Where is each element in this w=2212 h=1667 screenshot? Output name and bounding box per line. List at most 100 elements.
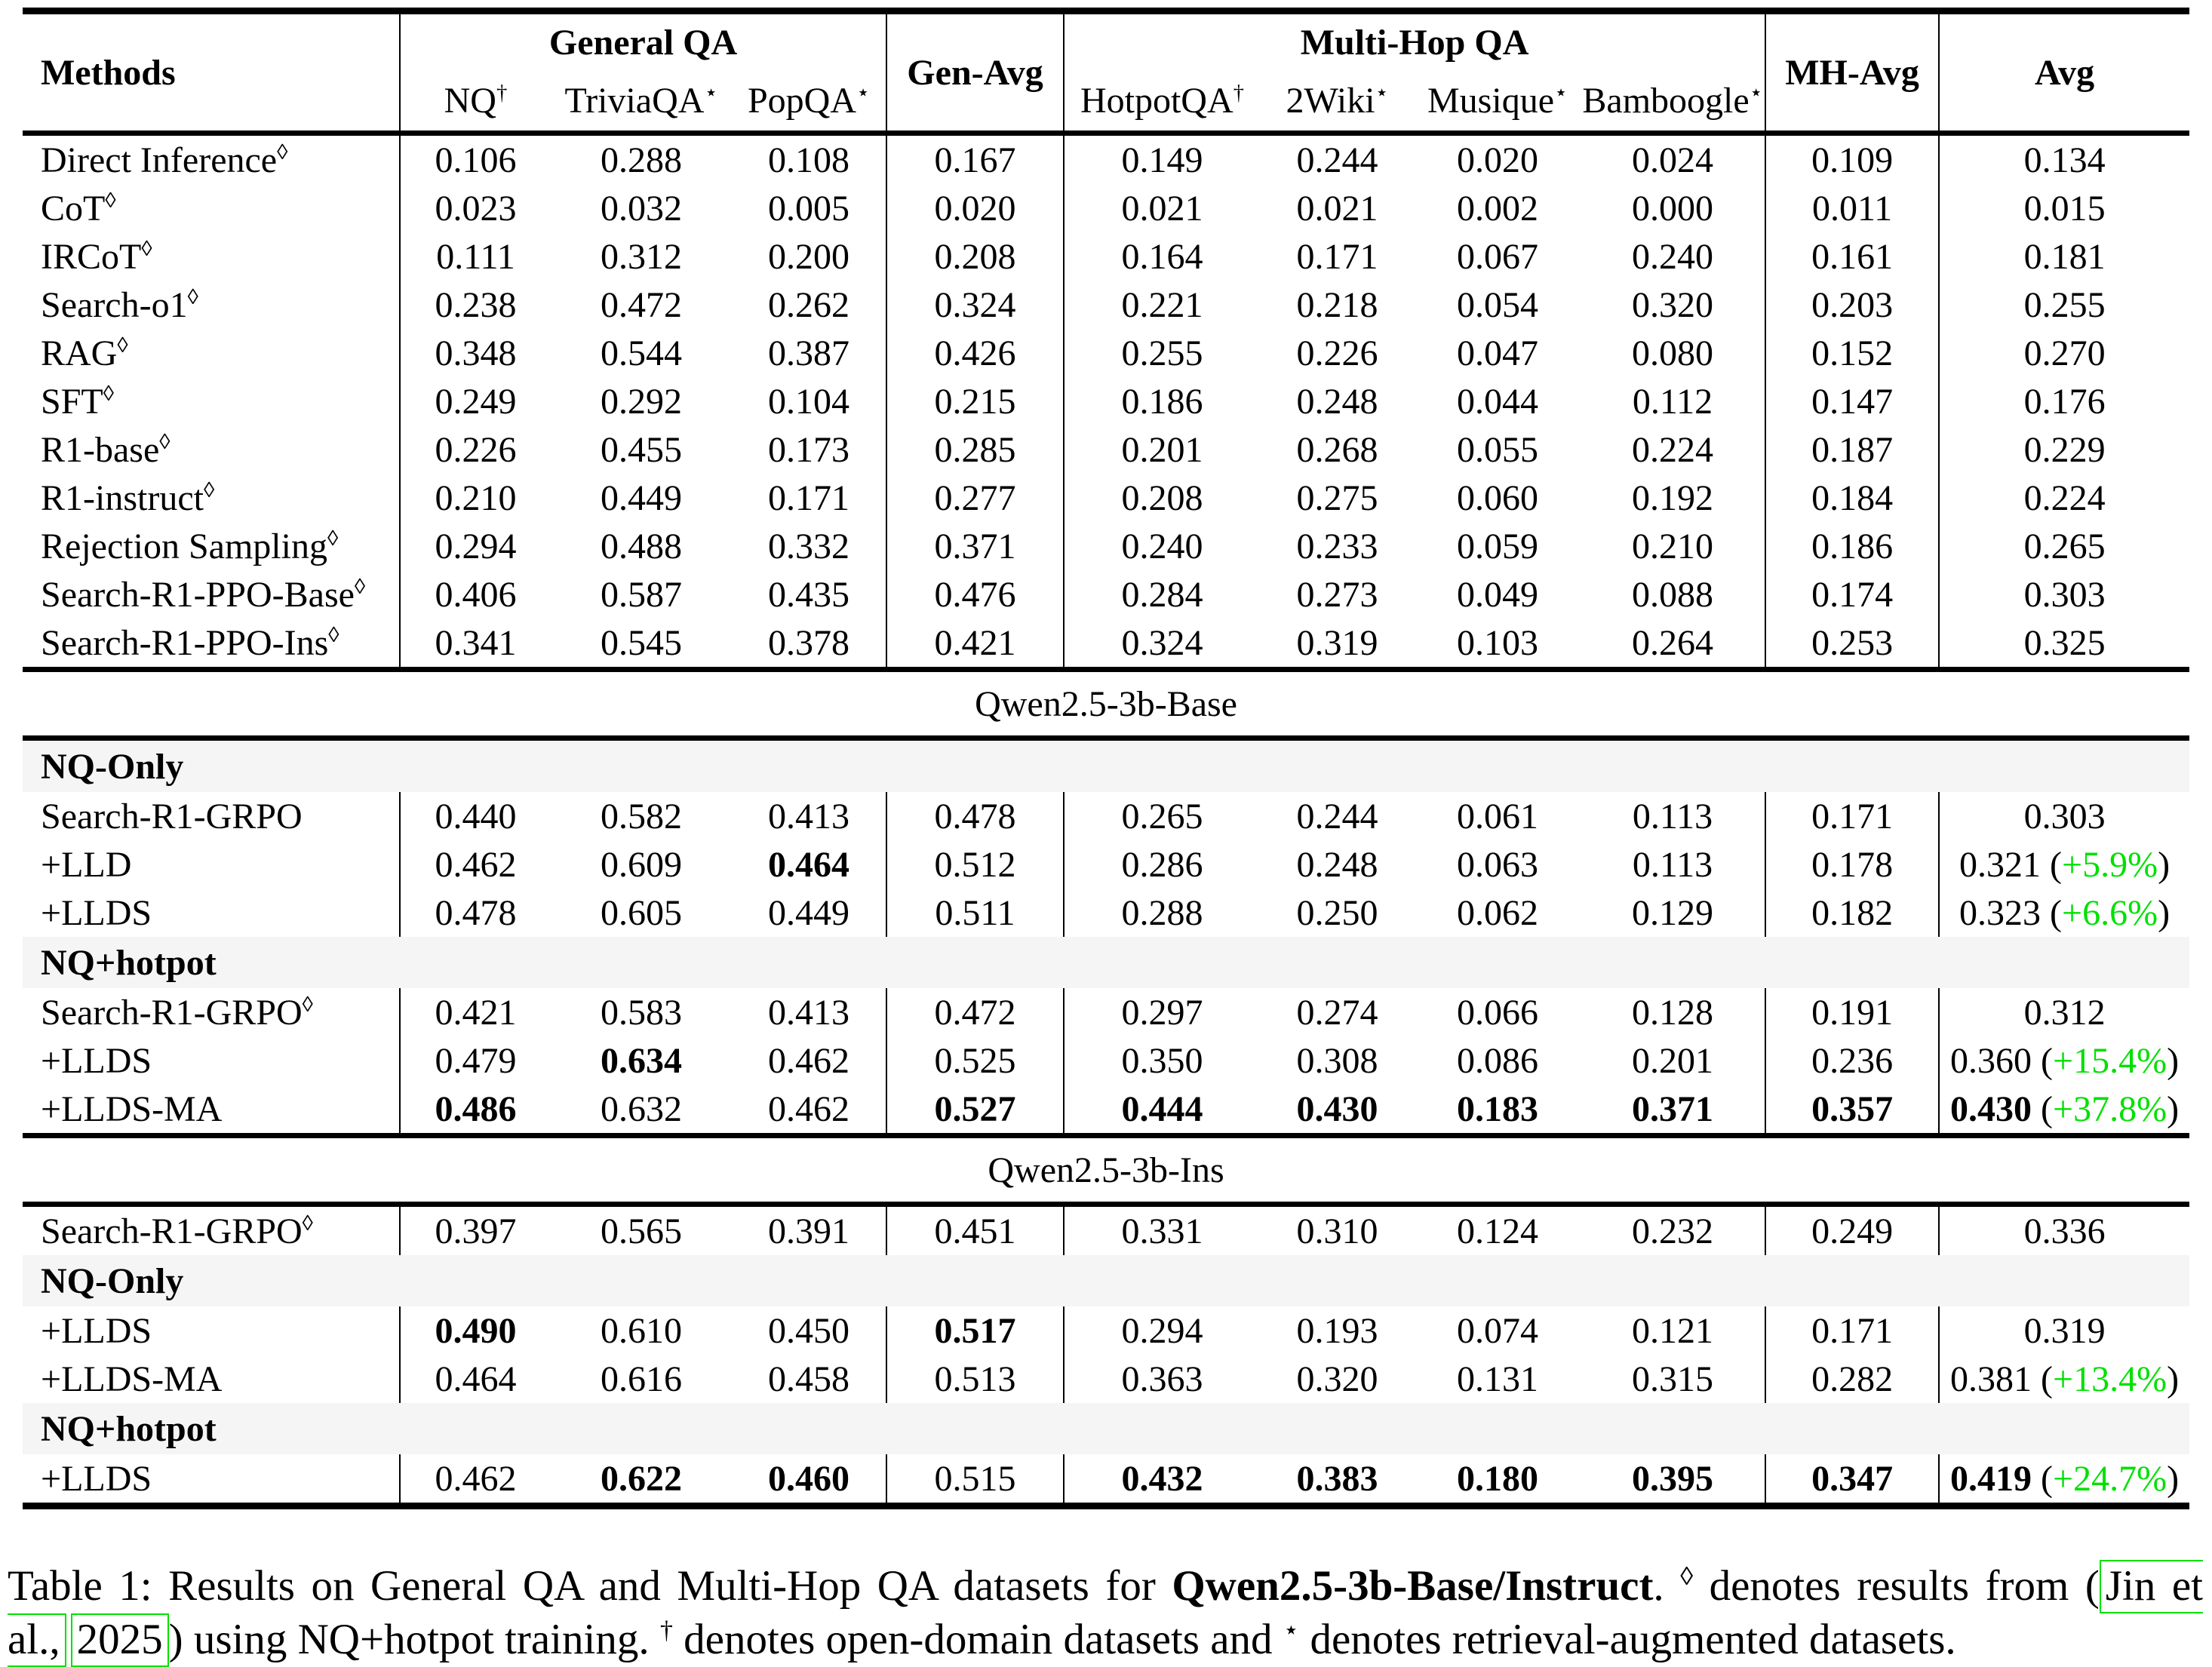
metric-value: 0.224 bbox=[2023, 477, 2106, 518]
metric-value: 0.232 bbox=[1632, 1211, 1714, 1251]
subsection-header: NQ+hotpot bbox=[23, 1403, 2190, 1454]
metric-cell: 0.430 bbox=[1260, 1085, 1415, 1136]
metric-cell: 0.240 bbox=[1581, 232, 1765, 281]
metric-cell: 0.186 bbox=[1765, 522, 1940, 570]
metric-cell: 0.020 bbox=[886, 184, 1065, 232]
metric-cell: 0.462 bbox=[399, 1454, 551, 1506]
delta-paren: ) bbox=[2167, 1458, 2180, 1499]
metric-value: 0.054 bbox=[1457, 284, 1539, 325]
caption-mid2: ) using NQ+hotpot training. bbox=[168, 1616, 660, 1663]
metric-cell: 0.517 bbox=[886, 1306, 1065, 1355]
metric-value: 0.186 bbox=[1121, 381, 1203, 422]
metric-cell: 0.074 bbox=[1415, 1306, 1581, 1355]
metric-value: 0.226 bbox=[435, 429, 517, 470]
metric-value: 0.331 bbox=[1121, 1211, 1203, 1251]
metric-value: 0.113 bbox=[1632, 796, 1713, 837]
metric-cell: 0.244 bbox=[1260, 134, 1415, 185]
metric-value: 0.152 bbox=[1811, 333, 1894, 373]
metric-value: 0.285 bbox=[934, 429, 1016, 470]
metric-value: 0.221 bbox=[1121, 284, 1203, 325]
metric-cell: 0.605 bbox=[551, 889, 732, 937]
metric-cell: 0.350 bbox=[1063, 1036, 1261, 1085]
metric-cell: 0.308 bbox=[1260, 1036, 1415, 1085]
citation-link-year[interactable]: 2025 bbox=[70, 1613, 169, 1667]
metric-value: 0.184 bbox=[1811, 477, 1894, 518]
method-label: +LLDS bbox=[41, 892, 152, 933]
metric-value: 0.086 bbox=[1457, 1040, 1539, 1081]
metric-cell: 0.103 bbox=[1415, 619, 1581, 670]
metric-cell: 0.226 bbox=[399, 425, 551, 474]
metric-cell: 0.047 bbox=[1415, 329, 1581, 377]
metric-cell: 0.464 bbox=[399, 1355, 551, 1403]
metric-value: 0.488 bbox=[601, 526, 682, 566]
metric-value: 0.426 bbox=[934, 333, 1016, 373]
metric-value: 0.060 bbox=[1457, 477, 1539, 518]
method-label: +LLDS bbox=[41, 1310, 152, 1351]
metric-value: 0.378 bbox=[768, 622, 849, 663]
metric-value: 0.515 bbox=[934, 1458, 1016, 1499]
metric-value: 0.294 bbox=[1121, 1310, 1203, 1351]
metric-cell: 0.002 bbox=[1415, 184, 1581, 232]
metric-cell: 0.458 bbox=[732, 1355, 886, 1403]
metric-cell: 0.171 bbox=[1260, 232, 1415, 281]
metric-value: 0.270 bbox=[2023, 333, 2106, 373]
metric-cell: 0.011 bbox=[1765, 184, 1940, 232]
metric-value: 0.049 bbox=[1457, 574, 1539, 615]
metric-value: 0.108 bbox=[768, 140, 849, 180]
metric-value: 0.176 bbox=[2023, 381, 2106, 422]
metric-value: 0.451 bbox=[934, 1211, 1016, 1251]
metric-value: 0.103 bbox=[1457, 622, 1539, 663]
metric-cell: 0.472 bbox=[551, 281, 732, 329]
citation-link-jin[interactable]: Jin et al., bbox=[8, 1560, 2204, 1667]
metric-cell: 0.248 bbox=[1260, 377, 1415, 425]
metric-value: 0.074 bbox=[1457, 1310, 1539, 1351]
metric-value: 0.513 bbox=[934, 1358, 1016, 1399]
metric-cell: 0.464 bbox=[732, 840, 886, 889]
metric-cell: 0.176 bbox=[1938, 377, 2190, 425]
metric-value: 0.128 bbox=[1632, 992, 1714, 1033]
metric-cell: 0.413 bbox=[732, 792, 886, 840]
metric-cell: 0.478 bbox=[886, 792, 1065, 840]
delta-paren: ( bbox=[2041, 1458, 2054, 1499]
metric-cell: 0.060 bbox=[1415, 474, 1581, 522]
method-label: RAG◊ bbox=[41, 333, 128, 373]
diamond-symbol: ◊ bbox=[302, 1211, 313, 1236]
metric-value: 0.478 bbox=[435, 892, 517, 933]
metric-cell: 0.236 bbox=[1765, 1036, 1940, 1085]
metric-cell: 0.383 bbox=[1260, 1454, 1415, 1506]
metric-value: 0.440 bbox=[435, 796, 517, 837]
metric-value: 0.023 bbox=[435, 188, 517, 229]
subsection-label: NQ-Only bbox=[23, 1255, 2190, 1306]
metric-cell: 0.238 bbox=[399, 281, 551, 329]
metric-cell: 0.000 bbox=[1581, 184, 1765, 232]
metric-value: 0.472 bbox=[601, 284, 682, 325]
metric-value: 0.109 bbox=[1811, 140, 1894, 180]
method-label: CoT◊ bbox=[41, 188, 116, 229]
table-row: Search-R1-PPO-Ins◊ 0.341 0.545 0.378 0.421 0.… bbox=[23, 619, 2190, 670]
metric-cell: 0.324 bbox=[1063, 619, 1261, 670]
table-body: Direct Inference◊ 0.106 0.288 0.108 0.167 0.1… bbox=[23, 133, 2190, 1506]
metric-cell: 0.249 bbox=[399, 377, 551, 425]
metric-cell: 0.312 bbox=[1938, 988, 2190, 1036]
metric-cell: 0.186 bbox=[1063, 377, 1261, 425]
metric-value: 0.421 bbox=[435, 992, 517, 1033]
metric-value: 0.435 bbox=[768, 574, 849, 615]
subsection-header: NQ-Only bbox=[23, 1255, 2190, 1306]
metric-value: 0.020 bbox=[934, 188, 1016, 229]
metric-value: 0.583 bbox=[601, 992, 682, 1033]
star-symbol: ⋆ bbox=[1375, 80, 1389, 105]
dagger-symbol: † bbox=[496, 80, 508, 105]
delta-paren: ( bbox=[2041, 1040, 2054, 1081]
metric-cell: 0.208 bbox=[886, 232, 1065, 281]
metric-cell: 0.583 bbox=[551, 988, 732, 1036]
table-row: CoT◊ 0.023 0.032 0.005 0.020 0.021 0.021 0.002 0… bbox=[23, 184, 2190, 232]
metric-value: 0.059 bbox=[1457, 526, 1539, 566]
metric-value: 0.174 bbox=[1811, 574, 1894, 615]
metric-cell: 0.282 bbox=[1765, 1355, 1940, 1403]
metric-value: 0.320 bbox=[1632, 284, 1714, 325]
metric-value: 0.268 bbox=[1296, 429, 1378, 470]
metric-value: 0.462 bbox=[768, 1040, 849, 1081]
metric-cell: 0.111 bbox=[399, 232, 551, 281]
metric-value: 0.312 bbox=[601, 236, 682, 277]
metric-cell: 0.426 bbox=[886, 329, 1065, 377]
